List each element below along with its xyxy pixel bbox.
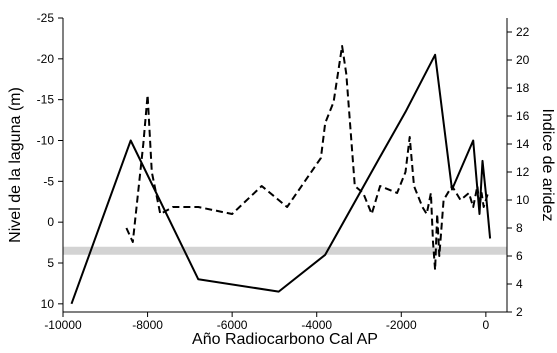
y-left-tick-label: 10 — [41, 297, 55, 311]
y-right-tick-label: 8 — [516, 221, 523, 235]
x-tick-label: -4000 — [301, 318, 332, 332]
y-right-tick-label: 20 — [516, 53, 530, 67]
y-right-tick-label: 22 — [516, 25, 530, 39]
y-right-tick-label: 14 — [516, 137, 530, 151]
y-right-tick-label: 18 — [516, 81, 530, 95]
reference-band — [63, 246, 507, 255]
x-tick-label: 0 — [483, 318, 490, 332]
x-tick-label: -8000 — [132, 318, 163, 332]
y-right-tick-label: 2 — [516, 305, 523, 319]
y-left-tick-label: 0 — [47, 215, 54, 229]
series-line-aridity-index — [125, 45, 489, 271]
x-tick-label: -10000 — [44, 318, 82, 332]
y-left-tick-label: -20 — [37, 52, 55, 66]
x-axis-title: Año Radiocarbono Cal AP — [192, 331, 378, 348]
series-line-lagoon-level — [70, 53, 492, 305]
reference-band-layer — [63, 246, 507, 255]
y-right-tick-label: 6 — [516, 249, 523, 263]
y-left-tick-label: -5 — [43, 174, 54, 188]
y-axis-right-title: Indice de aridez — [539, 109, 556, 222]
y-left-tick-label: -15 — [37, 93, 55, 107]
series-layer — [70, 45, 492, 305]
label-layer: -10000 -8000 -6000 -4000 -2000 0 -25 -20 -15 -10 -… — [37, 11, 530, 332]
x-tick-label: -2000 — [386, 318, 417, 332]
y-left-tick-label: -25 — [37, 11, 55, 25]
y-right-tick-label: 4 — [516, 277, 523, 291]
y-right-tick-label: 16 — [516, 109, 530, 123]
y-axis-left-title: Nivel de la laguna (m) — [7, 87, 24, 243]
y-left-tick-label: -10 — [37, 134, 55, 148]
y-left-tick-label: 5 — [47, 256, 54, 270]
y-right-tick-label: 12 — [516, 165, 530, 179]
axis-layer — [58, 17, 512, 317]
x-tick-label: -6000 — [217, 318, 248, 332]
y-right-tick-label: 10 — [516, 193, 530, 207]
